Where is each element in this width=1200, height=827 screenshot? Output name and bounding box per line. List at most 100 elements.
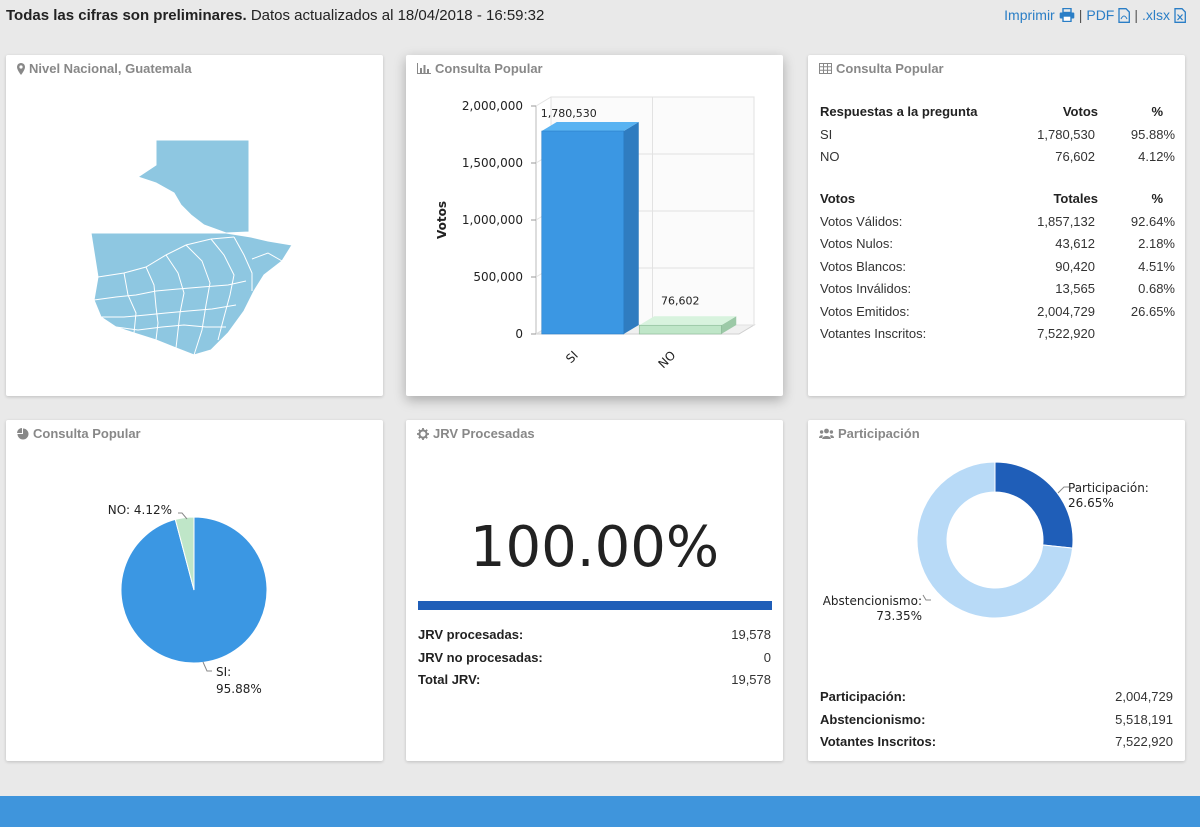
answer-votes: 1,780,530 (1037, 126, 1095, 142)
votes-label: Votos Válidos: (820, 213, 903, 229)
bar-value-label: 76,602 (661, 294, 700, 307)
print-link[interactable]: Imprimir (1004, 7, 1055, 23)
map-marker-icon (17, 62, 25, 75)
bar-side (721, 316, 737, 334)
donut-label-connector (1057, 486, 1069, 494)
pie-slice-no (174, 516, 195, 591)
printer-icon[interactable] (1059, 8, 1075, 22)
votes-percent: 2.18% (1138, 236, 1175, 251)
pdf-file-icon[interactable] (1118, 7, 1131, 23)
table-row: Total JRV: 19,578 (418, 669, 771, 692)
participation-stat-value: 2,004,729 (1115, 689, 1173, 704)
map-region-south (90, 232, 293, 356)
jrv-progress-fill (418, 601, 772, 610)
votes-total: 2,004,729 (1037, 303, 1095, 319)
export-links: Imprimir | PDF | .xlsx (1004, 7, 1186, 23)
jrv-stat-label: JRV procesadas: (418, 627, 524, 642)
x-tick-label: SI (563, 348, 581, 366)
bar-chart-panel-header: Consulta Popular (417, 61, 543, 76)
pie-chart-panel-header: Consulta Popular (17, 426, 141, 441)
votes-total: 90,420 (1055, 258, 1095, 274)
donut-label-abstention: Abstencionismo: (823, 594, 922, 608)
answers-header-votes: Votos (1062, 104, 1098, 119)
xlsx-link[interactable]: .xlsx (1142, 7, 1170, 23)
table-row: Votantes Inscritos: 7,522,920 (820, 323, 1175, 346)
participation-stat-value: 5,518,191 (1115, 711, 1173, 727)
results-table-panel-title: Consulta Popular (836, 61, 944, 76)
votes-label: Votantes Inscritos: (820, 326, 927, 341)
votes-total: 7,522,920 (1037, 326, 1095, 341)
participation-panel-title: Participación (838, 426, 920, 441)
votes-percent: 4.51% (1138, 258, 1175, 274)
votes-header-percent: % (1151, 191, 1163, 206)
jrv-panel: JRV Procesadas 100.00% JRV procesadas: 1… (406, 420, 783, 761)
answer-votes: 76,602 (1055, 149, 1095, 164)
bar-side (623, 122, 639, 334)
table-row: Votos Inválidos: 13,565 0.68% (820, 278, 1175, 301)
votes-total: 13,565 (1055, 281, 1095, 296)
jrv-stat-label: JRV no procesadas: (418, 649, 543, 665)
participation-stat-label: Abstencionismo: (820, 711, 926, 727)
table-row: Votos Emitidos: 2,004,729 26.65% (820, 301, 1175, 324)
votes-header-row: Votos Totales % (820, 188, 1175, 211)
votes-percent: 92.64% (1130, 213, 1175, 229)
footer-bar (0, 796, 1200, 827)
y-tick-label: 1,000,000 (462, 213, 523, 227)
guatemala-map[interactable] (6, 55, 383, 396)
table-row: Votos Nulos: 43,612 2.18% (820, 233, 1175, 256)
map-panel-title: Nivel Nacional, Guatemala (29, 61, 192, 76)
jrv-progress-bar (418, 601, 772, 610)
gear-icon (417, 427, 429, 440)
x-tick-label: NO (655, 348, 678, 371)
answers-header-row: Respuestas a la pregunta Votos % (820, 101, 1175, 124)
votes-label: Votos Blancos: (820, 258, 906, 274)
bar-chart-icon (417, 63, 431, 74)
notice-date: Datos actualizados al 18/04/2018 - 16:59… (246, 7, 545, 24)
participation-donut-chart[interactable]: Participación:26.65%Abstencionismo:73.35… (808, 420, 1185, 761)
bar-si (541, 130, 625, 335)
preliminary-notice: Todas las cifras son preliminares. Datos… (6, 7, 544, 24)
bar-top (639, 316, 737, 326)
participation-stat-label: Votantes Inscritos: (820, 734, 937, 749)
jrv-stat-value: 19,578 (731, 672, 771, 687)
table-row: Abstencionismo: 5,518,191 (820, 709, 1173, 732)
pie-chart[interactable]: NO: 4.12% SI: 95.88% (6, 420, 383, 761)
votes-header-label: Votos (820, 191, 856, 206)
jrv-stats: JRV procesadas: 19,578 JRV no procesadas… (418, 624, 771, 692)
jrv-stat-label: Total JRV: (418, 672, 481, 687)
votes-table: Votos Totales % Votos Válidos: 1,857,132… (820, 188, 1175, 346)
table-row: Participación: 2,004,729 (820, 686, 1173, 709)
results-table-panel-header: Consulta Popular (819, 61, 944, 76)
participation-panel-header: Participación (819, 426, 920, 441)
table-row: Votos Blancos: 90,420 4.51% (820, 256, 1175, 279)
pdf-link[interactable]: PDF (1086, 7, 1115, 23)
map-panel: Nivel Nacional, Guatemala (6, 55, 383, 396)
pie-chart-panel-title: Consulta Popular (33, 426, 141, 441)
bar-value-label: 1,780,530 (541, 107, 597, 120)
excel-file-icon[interactable] (1174, 7, 1186, 23)
pie-chart-panel: Consulta Popular NO: 4.12% SI: 95.88% (6, 420, 383, 761)
bar-chart-panel: Consulta Popular 0 500,000 1,000,000 1,500,… (406, 55, 783, 396)
users-icon (819, 428, 834, 439)
department-borders (93, 236, 283, 356)
pie-label-no: NO: 4.12% (108, 503, 172, 517)
y-axis-label: Votos (435, 201, 449, 239)
separator: | (1134, 7, 1138, 23)
pie-label-connector (202, 661, 212, 672)
donut-label-participation: Participación: (1068, 481, 1149, 495)
votes-label: Votos Nulos: (820, 236, 893, 251)
votes-total: 43,612 (1055, 236, 1095, 251)
votes-header-totals: Totales (1053, 191, 1098, 206)
top-bar: Todas las cifras son preliminares. Datos… (0, 0, 1200, 34)
pie-chart-icon (17, 427, 29, 439)
votes-total: 1,857,132 (1037, 213, 1095, 229)
participation-stat-label: Participación: (820, 689, 906, 704)
pie-label-si: SI: (216, 665, 231, 679)
table-row: Votos Válidos: 1,857,132 92.64% (820, 211, 1175, 234)
bar-chart-panel-title: Consulta Popular (435, 61, 543, 76)
donut-label-participation-value: 26.65% (1068, 496, 1114, 510)
results-table-panel: Consulta Popular Respuestas a la pregunt… (808, 55, 1185, 396)
votes-percent: 0.68% (1138, 281, 1175, 296)
pie-label-si-value: 95.88% (216, 682, 262, 696)
bar-chart[interactable]: 0 500,000 1,000,000 1,500,000 2,000,000 Votos… (406, 55, 783, 396)
